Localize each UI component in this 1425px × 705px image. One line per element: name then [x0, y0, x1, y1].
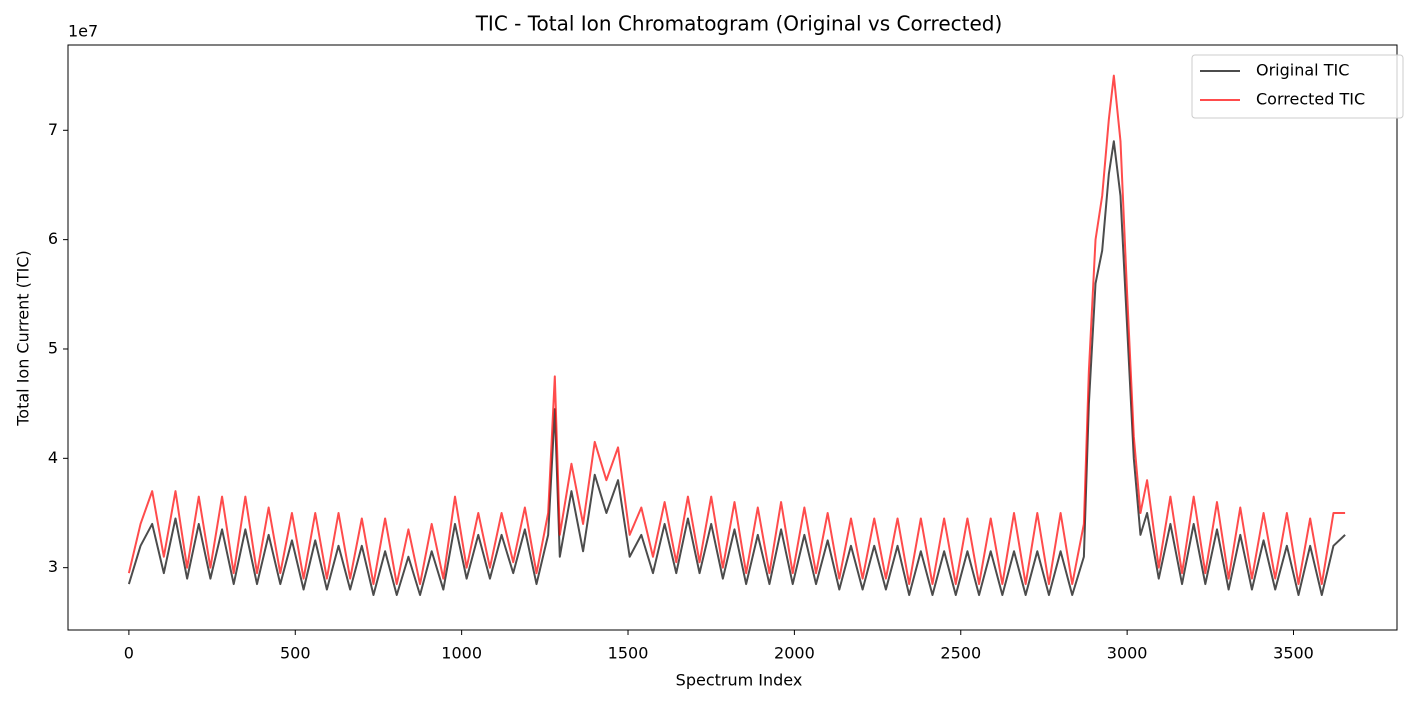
- series-line: [127, 74, 1346, 586]
- x-tick-label: 3500: [1273, 644, 1314, 663]
- x-tick-label: 1000: [441, 644, 482, 663]
- y-offset-label: 1e7: [68, 22, 98, 41]
- y-tick-label: 6: [48, 229, 58, 248]
- legend-label: Original TIC: [1256, 61, 1349, 80]
- x-tick-label: 1500: [608, 644, 649, 663]
- x-tick-label: 2500: [940, 644, 981, 663]
- series-line: [127, 140, 1346, 597]
- y-tick-label: 4: [48, 448, 58, 467]
- chart-title: TIC - Total Ion Chromatogram (Original v…: [475, 12, 1003, 36]
- legend-box: [1191, 54, 1404, 119]
- x-tick-label: 0: [124, 644, 134, 663]
- legend-label: Corrected TIC: [1256, 90, 1365, 109]
- y-tick-label: 5: [48, 338, 58, 357]
- y-tick-label: 7: [48, 120, 58, 139]
- x-tick-label: 3000: [1107, 644, 1148, 663]
- y-axis-label: Total Ion Current (TIC): [14, 250, 33, 427]
- x-axis-label: Spectrum Index: [676, 671, 803, 690]
- x-tick-label: 500: [280, 644, 311, 663]
- y-tick-label: 3: [48, 557, 58, 576]
- plot-frame: [67, 44, 1398, 631]
- x-tick-label: 2000: [774, 644, 815, 663]
